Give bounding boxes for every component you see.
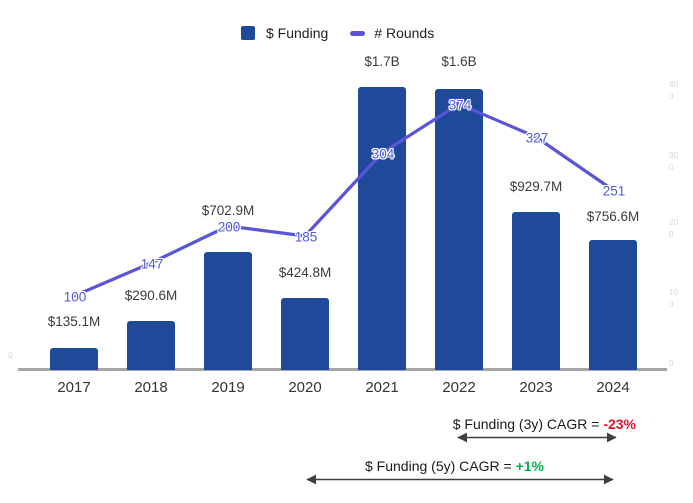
funding-bar-swatch-icon [241, 26, 255, 40]
bar-2017 [50, 348, 98, 370]
bar-2021 [358, 87, 406, 370]
rounds-point-label-2020: 185 [294, 229, 318, 245]
cagr-3y-value: -23% [603, 416, 636, 432]
rounds-point-label-2023: 327 [525, 130, 549, 146]
bar-value-label-2019: $702.9M [201, 203, 255, 218]
bar-value-label-2023: $929.7M [509, 179, 563, 194]
left-axis-tick-0: 0 [8, 351, 13, 360]
chart-legend: $ Funding # Rounds [241, 25, 434, 41]
cagr-3y-text: $ Funding (3y) CAGR = [452, 416, 604, 432]
right-axis-tick-100: 100 [669, 288, 678, 309]
rounds-line-swatch-icon [350, 30, 366, 36]
bar-2018 [127, 321, 175, 370]
bar-value-label-2022: $1.6B [441, 54, 477, 69]
right-axis-tick-0: 0 [669, 359, 674, 368]
rounds-point-label-2018: 147 [140, 256, 164, 272]
bar-2019 [204, 252, 252, 370]
cagr-5y-annotation: $ Funding (5y) CAGR = +1% [365, 458, 544, 475]
x-axis-label-2023: 2023 [519, 379, 553, 396]
rounds-point-label-2017: 100 [63, 289, 87, 305]
x-axis-label-2017: 2017 [57, 379, 91, 396]
cagr-5y-text: $ Funding (5y) CAGR = [365, 458, 516, 474]
rounds-point-label-2024: 251 [602, 183, 626, 199]
rounds-point-label-2022: 374 [448, 97, 472, 113]
bar-value-label-2018: $290.6M [124, 288, 178, 303]
bar-2022 [435, 89, 483, 370]
x-axis-label-2024: 2024 [596, 379, 630, 396]
x-axis-line [18, 368, 667, 371]
bar-2023 [512, 212, 560, 370]
bar-value-label-2024: $756.6M [586, 209, 640, 224]
bar-2024 [589, 240, 637, 370]
bar-value-label-2021: $1.7B [364, 54, 400, 69]
bar-value-label-2020: $424.8M [278, 265, 332, 280]
cagr-5y-value: +1% [515, 458, 544, 474]
x-axis-label-2022: 2022 [442, 379, 476, 396]
bar-value-label-2017: $135.1M [47, 314, 101, 329]
rounds-point-label-2021: 304 [371, 146, 395, 162]
legend-funding-label: $ Funding [266, 25, 329, 41]
x-axis-label-2019: 2019 [211, 379, 245, 396]
right-axis-tick-200: 200 [669, 218, 678, 239]
x-axis-label-2020: 2020 [288, 379, 322, 396]
bar-2020 [281, 298, 329, 370]
cagr-3y-annotation: $ Funding (3y) CAGR = -23% [453, 416, 636, 433]
legend-rounds-label: # Rounds [374, 25, 435, 41]
legend-item-funding: $ Funding [241, 25, 328, 41]
right-axis-tick-400: 400 [669, 80, 678, 101]
x-axis-label-2021: 2021 [365, 379, 399, 396]
right-axis-tick-300: 300 [669, 151, 678, 172]
rounds-point-label-2019: 200 [217, 219, 241, 235]
legend-item-rounds: # Rounds [350, 25, 434, 41]
x-axis-label-2018: 2018 [134, 379, 168, 396]
